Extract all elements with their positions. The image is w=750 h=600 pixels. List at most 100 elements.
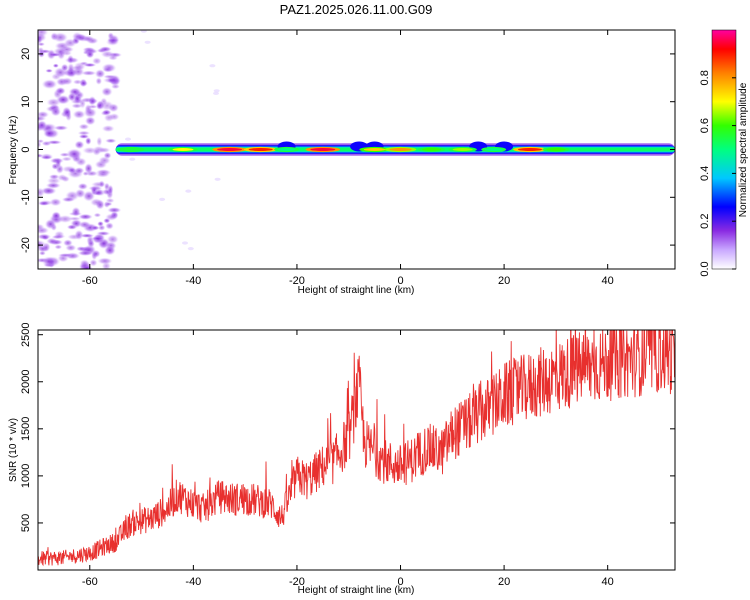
- noise-blob: [38, 47, 45, 53]
- noise-blob: [83, 62, 97, 68]
- spectrogram-xtick-label: -40: [185, 275, 201, 287]
- spectrogram-x-axis: -60 -40 -20 0 20 40: [82, 30, 614, 287]
- signal-peak-core: [217, 148, 243, 151]
- noise-blob: [182, 241, 188, 245]
- snr-xtick-label: -20: [289, 576, 305, 588]
- noise-blob: [57, 253, 74, 258]
- noise-blob: [48, 174, 60, 180]
- noise-blob: [72, 66, 85, 77]
- noise-blob: [60, 63, 69, 72]
- heatmap: [38, 30, 675, 269]
- snr-ytick-label: 2000: [20, 370, 32, 394]
- noise-blob: [41, 79, 58, 90]
- noise-blob: [95, 102, 103, 110]
- noise-blob: [90, 198, 103, 207]
- snr-x-axis: -60 -40 -20 0 20 40: [82, 330, 614, 588]
- noise-blob: [209, 64, 216, 68]
- noise-blob: [72, 79, 83, 85]
- noise-blob: [111, 83, 120, 90]
- noise-blob: [50, 107, 62, 117]
- noise-blob: [38, 233, 52, 240]
- signal-peak-core: [363, 148, 386, 151]
- noise-blob: [71, 103, 83, 109]
- noise-blob: [144, 40, 151, 44]
- noise-blob: [78, 221, 91, 229]
- spectrogram-y-label: Frequency (Hz): [8, 116, 19, 185]
- snr-ytick-label: 1000: [20, 464, 32, 488]
- noise-blob: [52, 32, 68, 43]
- colorbar-tick-label: 0.4: [699, 166, 711, 181]
- snr-y-axis: 500 1000 1500 2000 2500: [20, 322, 675, 532]
- noise-blob: [38, 223, 45, 231]
- snr-frame: [37, 329, 676, 571]
- spectrogram-xtick-label: 20: [498, 275, 510, 287]
- noise-blob: [61, 196, 76, 203]
- noise-blob: [45, 68, 53, 73]
- noise-blob: [105, 222, 114, 230]
- noise-blob: [71, 206, 81, 217]
- noise-blob: [82, 35, 95, 43]
- noise-blob: [103, 74, 116, 79]
- snr-xtick-label: -40: [185, 576, 201, 588]
- noise-blob: [103, 113, 115, 122]
- spectrogram-panel: -60 -40 -20 0 20 40 -20 -10 0 10 20 Height of str…: [8, 29, 676, 296]
- noise-blob: [61, 156, 73, 162]
- signal-peak-core: [172, 148, 194, 151]
- noise-blob: [213, 89, 220, 93]
- signal-peak-core: [121, 148, 141, 151]
- noise-blob: [96, 136, 103, 147]
- noise-blob: [53, 125, 69, 131]
- noise-blob: [99, 46, 112, 53]
- noise-blob: [77, 182, 89, 190]
- noise-blob: [61, 77, 73, 86]
- noise-blob: [40, 155, 53, 160]
- noise-blob: [187, 247, 194, 251]
- noise-blob: [77, 130, 91, 136]
- noise-blob: [108, 54, 118, 61]
- signal-peak-core: [546, 148, 566, 151]
- noise-blob: [67, 54, 74, 65]
- spectrogram-xtick-label: 40: [602, 275, 614, 287]
- noise-blob: [97, 257, 113, 265]
- noise-blob: [92, 148, 101, 156]
- noise-blob: [85, 137, 92, 145]
- noise-blob: [105, 213, 118, 221]
- noise-blob: [85, 50, 95, 59]
- noise-blob: [84, 163, 93, 174]
- noise-blob: [79, 233, 95, 238]
- noise-blob: [74, 140, 85, 150]
- noise-blob: [107, 207, 122, 214]
- colorbar-label: Normalized spectral amplitude: [738, 82, 749, 217]
- spectrogram-ytick-label: 20: [20, 48, 32, 60]
- colorbar-tick-label: 0.8: [699, 70, 711, 85]
- noise-blob: [72, 110, 86, 119]
- noise-blob: [159, 197, 166, 201]
- noise-blob: [98, 180, 105, 188]
- noise-blob: [52, 63, 59, 68]
- colorbar: 0.0 0.2 0.4 0.6 0.8 Normalized spectral ampl…: [699, 29, 749, 277]
- snr-y-label: SNR (10 * v/v): [8, 418, 19, 482]
- noise-blob: [38, 187, 45, 198]
- noise-blob: [214, 177, 221, 181]
- colorbar-tick-label: 0.6: [699, 118, 711, 133]
- noise-blob: [98, 156, 111, 165]
- noise-blob: [63, 38, 77, 48]
- snr-panel: -60 -40 -20 0 20 40 500 1000 1500 2000 2500 Heigh…: [8, 322, 676, 596]
- spectrogram-xtick-label: -20: [289, 275, 305, 287]
- noise-blob: [213, 91, 219, 95]
- snr-xtick-label: 40: [602, 576, 614, 588]
- colorbar-ticks: 0.0 0.2 0.4 0.6 0.8: [699, 70, 736, 277]
- noise-blob: [73, 94, 83, 104]
- noise-blob: [38, 115, 47, 122]
- noise-blob: [46, 237, 58, 245]
- signal-peak-core: [421, 148, 442, 151]
- noise-blob: [104, 245, 116, 256]
- spectrogram-y-axis: -20 -10 0 10 20: [20, 48, 675, 253]
- noise-blob: [102, 67, 113, 73]
- noise-blob: [65, 111, 72, 122]
- noise-blob: [54, 230, 65, 238]
- noise-blob: [44, 218, 57, 230]
- noise-blob: [38, 120, 48, 130]
- noise-blob: [49, 198, 62, 207]
